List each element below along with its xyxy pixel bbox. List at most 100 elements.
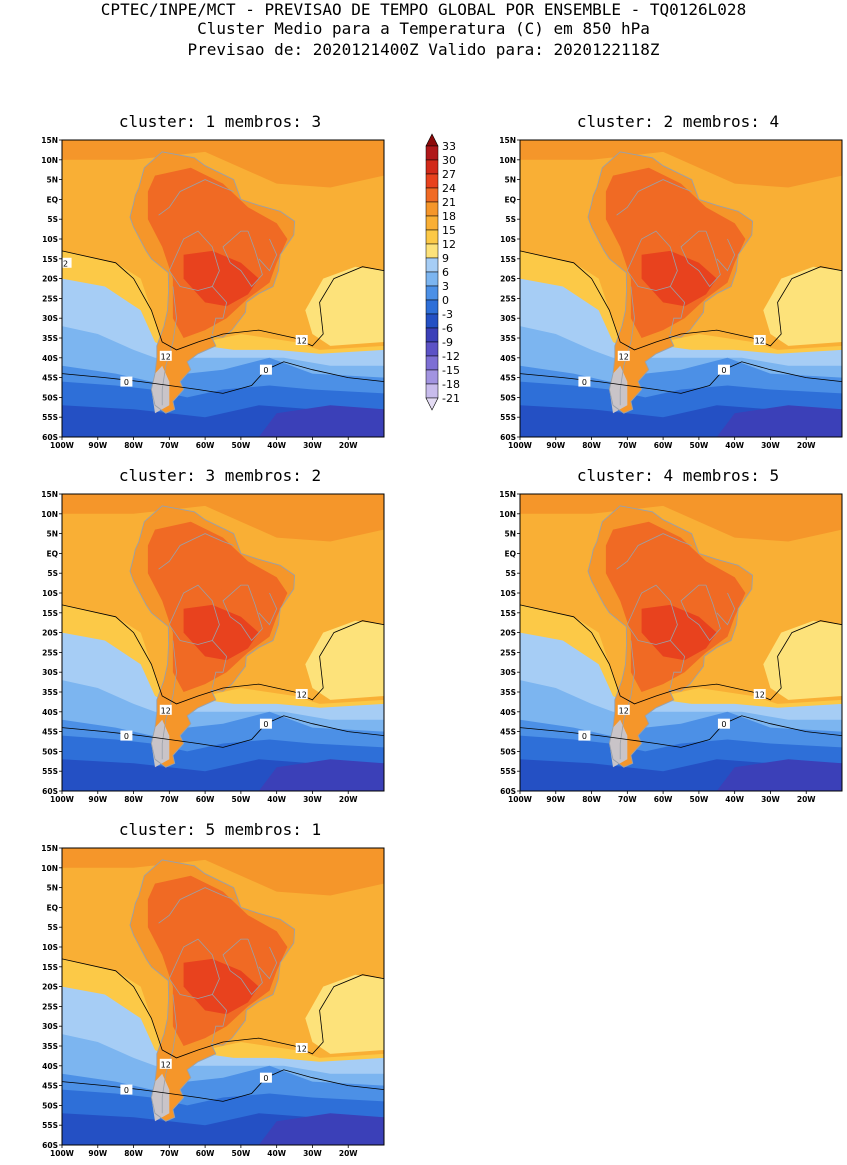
lon-label: 20W — [339, 1149, 358, 1158]
land-21 — [147, 521, 288, 692]
lon-label: 30W — [303, 441, 322, 450]
land-21-b — [648, 211, 692, 239]
coastline — [129, 505, 296, 768]
lon-label: 40W — [267, 1149, 286, 1158]
contour-label-12-bg — [159, 350, 172, 361]
border-line — [680, 230, 721, 288]
lon-label: 20W — [339, 441, 358, 450]
colorbar-segment — [425, 257, 439, 273]
land-24 — [641, 250, 717, 307]
lat-label: 60S — [42, 787, 58, 796]
colorbar-segment — [425, 243, 439, 259]
lat-label: 60S — [500, 433, 516, 442]
colorbar-segment — [425, 145, 439, 161]
header-line-1: CPTEC/INPE/MCT - PREVISAO DE TEMPO GLOBA… — [100, 0, 747, 19]
lon-label: 100W — [50, 441, 75, 450]
colorbar-label: 15 — [442, 224, 456, 237]
band-m9 — [716, 759, 842, 791]
andes-cold — [609, 365, 628, 414]
colorbar-label: 33 — [442, 140, 456, 153]
lat-label: 55S — [42, 413, 58, 422]
lon-label: 100W — [508, 795, 533, 804]
contour-label-0-bg — [120, 1084, 133, 1095]
lat-label: EQ — [505, 549, 517, 558]
contour-label-2-bg — [59, 257, 72, 268]
lat-label: 5S — [47, 569, 58, 578]
land-21 — [147, 875, 288, 1046]
lat-label: 25S — [42, 648, 58, 657]
colorbar-segment — [425, 271, 439, 287]
lat-label: 15S — [42, 963, 58, 972]
colorbar-label: -12 — [442, 350, 460, 363]
contour-label-2: 2 — [63, 259, 68, 268]
land-21 — [147, 167, 288, 338]
lat-label: 15N — [41, 490, 58, 499]
lat-label: 30S — [500, 314, 516, 323]
lat-label: 35S — [42, 1042, 58, 1051]
map-panel-cluster-1: cluster: 1 membros: 3 12 12 0 0 2 15N 10N 5N EQ 5… — [40, 112, 385, 457]
lon-label: 60W — [196, 1149, 215, 1158]
border-line — [258, 946, 278, 980]
lon-label: 30W — [761, 441, 780, 450]
lat-label: 5N — [505, 176, 517, 185]
contour-label-12-bg — [159, 1058, 172, 1069]
colorbar-label: 21 — [442, 196, 456, 209]
colorbar-label: 27 — [442, 168, 456, 181]
lon-label: 60W — [654, 441, 673, 450]
lon-label: 50W — [690, 441, 709, 450]
lat-label: 20S — [500, 629, 516, 638]
panel-title: cluster: 3 membros: 2 — [118, 466, 322, 485]
colorbar-segment — [425, 215, 439, 231]
contour-label-0-bg — [578, 376, 591, 387]
lat-label: EQ — [47, 549, 59, 558]
border-line — [222, 584, 263, 642]
contour-label-0-bg — [259, 718, 272, 729]
colorbar-segment — [425, 355, 439, 371]
lon-label: 70W — [160, 441, 179, 450]
border-line — [258, 238, 278, 272]
contour-0 — [61, 715, 385, 748]
lat-label: 15N — [41, 844, 58, 853]
lat-label: 5N — [47, 530, 59, 539]
contour-label-0-bg — [259, 1072, 272, 1083]
panel-title: cluster: 2 membros: 4 — [576, 112, 780, 131]
land-21-b — [648, 565, 692, 593]
contour-label-12-bg — [295, 688, 308, 699]
colorbar-segment — [425, 313, 439, 329]
contour-label-12: 12 — [297, 690, 307, 699]
colorbar-segment — [425, 327, 439, 343]
lon-label: 80W — [124, 441, 143, 450]
contour-label-0-bg — [120, 730, 133, 741]
contour-12 — [61, 250, 385, 351]
lat-label: 15S — [42, 255, 58, 264]
lon-label: 30W — [303, 1149, 322, 1158]
lat-label: 30S — [42, 668, 58, 677]
temperature-map: 12 12 0 0 15N 10N 5N EQ 5S 10S 15S 20S 25S 30S 35S 40S 4… — [499, 136, 843, 450]
band-9-east — [305, 974, 384, 1054]
lon-label: 70W — [618, 795, 637, 804]
lat-label: EQ — [47, 195, 59, 204]
land-24 — [183, 250, 259, 307]
andes-cold — [151, 365, 170, 414]
border-line — [211, 640, 228, 689]
contour-label-12: 12 — [755, 690, 765, 699]
band-18-north — [62, 494, 384, 542]
land-24 — [183, 958, 259, 1015]
temperature-map: 12 12 0 0 15N 10N 5N EQ 5S 10S 15S 20S 25S 30S 35S 40S 4… — [41, 490, 385, 804]
band-9-east — [763, 266, 842, 346]
colorbar-label: 24 — [442, 182, 456, 195]
map-content: 12 12 0 0 15N 10N 5N EQ 5S 10S 15S 20S 25S 30S 35S 40S 4… — [41, 844, 385, 1158]
border-line — [158, 887, 234, 924]
lat-label: 5N — [47, 884, 59, 893]
lon-label: 40W — [267, 441, 286, 450]
band-18-north — [520, 494, 842, 542]
header-line-3: Previsao de: 2020121400Z Valido para: 20… — [187, 40, 660, 59]
land-21-b — [190, 565, 234, 593]
contour-label-12: 12 — [161, 1060, 171, 1069]
colorbar-label: 0 — [442, 294, 449, 307]
band-18-north — [62, 848, 384, 896]
lat-label: 10N — [41, 864, 58, 873]
colorbar-segment — [425, 285, 439, 301]
lon-label: 20W — [339, 795, 358, 804]
lat-label: 5N — [505, 530, 517, 539]
